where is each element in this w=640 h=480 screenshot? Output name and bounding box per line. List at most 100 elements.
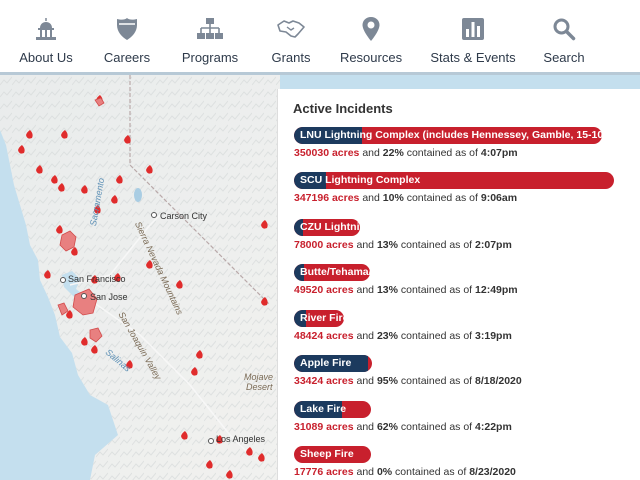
incident-percent: 62% <box>376 421 398 433</box>
lake-tahoe <box>134 188 142 202</box>
nav-careers[interactable]: Careers <box>103 0 151 72</box>
nav-label: About Us <box>19 50 73 65</box>
incident-item[interactable]: Lake Fire 31089 acres and 62% contained a… <box>294 401 512 433</box>
incident-acres: 350030 acres <box>294 147 360 159</box>
incident-name-bar[interactable]: LNU Lightning Complex (includes Hennesse… <box>294 127 602 144</box>
containment-fill <box>294 355 369 372</box>
incident-name: River Fire <box>300 312 344 324</box>
place-san-jose: San Jose <box>90 292 128 302</box>
place-carson-city: Carson City <box>160 211 208 221</box>
and-text: and <box>356 421 375 433</box>
incident-as-of: 9:06am <box>480 192 518 204</box>
contained-text: contained as of <box>400 284 473 296</box>
active-incidents-panel: Active Incidents LNU Lightning Complex (… <box>277 89 640 480</box>
panel-title: Active Incidents <box>293 101 393 116</box>
incident-as-of: 8/23/2020 <box>469 466 516 478</box>
incident-item[interactable]: River Fire 48424 acres and 23% contained … <box>294 310 512 342</box>
main-nav: About Us Careers Programs Grants Resourc… <box>0 0 640 75</box>
capitol-icon <box>32 16 60 42</box>
nav-programs[interactable]: Programs <box>181 0 239 72</box>
nav-grants[interactable]: Grants <box>271 0 311 72</box>
incident-item[interactable]: Sheep Fire 17776 acres and 0% contained a… <box>294 446 516 478</box>
containment-fill <box>294 127 362 144</box>
incident-info: 33424 acres and 95% contained as of 8/18… <box>294 375 522 387</box>
incident-name-bar[interactable]: Butte/Tehama/G <box>294 264 370 281</box>
incident-name-bar[interactable]: River Fire <box>294 310 344 327</box>
place-mojave: Mojave <box>244 372 274 382</box>
containment-fill <box>294 219 303 236</box>
bar-chart-icon <box>459 16 487 42</box>
org-chart-icon <box>196 16 224 42</box>
incident-percent: 22% <box>382 147 404 159</box>
incident-percent: 0% <box>376 466 393 478</box>
incident-name-bar[interactable]: Lake Fire <box>294 401 371 418</box>
nav-resources[interactable]: Resources <box>339 0 403 72</box>
incident-info: 48424 acres and 23% contained as of 3:19… <box>294 330 512 342</box>
incident-as-of: 3:19pm <box>475 330 512 342</box>
state-border <box>129 75 271 306</box>
incident-name-bar[interactable]: Sheep Fire <box>294 446 371 463</box>
incident-acres: 48424 acres <box>294 330 354 342</box>
nav-about-us[interactable]: About Us <box>19 0 73 72</box>
and-text: and <box>362 192 380 204</box>
incident-as-of: 8/18/2020 <box>475 375 522 387</box>
incident-percent: 13% <box>376 239 398 251</box>
containment-fill <box>294 264 304 281</box>
incident-info: 17776 acres and 0% contained as of 8/23/… <box>294 466 516 478</box>
and-text: and <box>356 284 375 296</box>
nav-label: Programs <box>181 50 239 65</box>
incident-name: LNU Lightning Complex (includes Hennesse… <box>300 129 602 141</box>
and-text: and <box>356 239 375 251</box>
place-desert: Desert <box>246 382 273 392</box>
incident-info: 49520 acres and 13% contained as of 12:4… <box>294 284 518 296</box>
contained-text: contained as of <box>406 147 478 159</box>
nav-label: Grants <box>271 50 311 65</box>
incident-name: Lake Fire <box>300 403 347 415</box>
incident-info: 78000 acres and 13% contained as of 2:07… <box>294 239 512 251</box>
place-los-angeles: Los Angeles <box>216 434 266 444</box>
incident-acres: 347196 acres <box>294 192 360 204</box>
incident-name-bar[interactable]: Apple Fire <box>294 355 372 372</box>
incident-as-of: 4:22pm <box>475 421 512 433</box>
contained-text: contained as of <box>400 421 473 433</box>
incident-info: 31089 acres and 62% contained as of 4:22… <box>294 421 512 433</box>
incident-item[interactable]: CZU Lightning 78000 acres and 13% contain… <box>294 219 512 251</box>
incident-item[interactable]: SCU Lightning Complex 347196 acres and 10… <box>294 172 614 204</box>
incident-name-bar[interactable]: SCU Lightning Complex <box>294 172 614 189</box>
incident-acres: 17776 acres <box>294 466 354 478</box>
and-text: and <box>356 375 375 387</box>
containment-fill <box>294 401 342 418</box>
incident-item[interactable]: Apple Fire 33424 acres and 95% contained … <box>294 355 522 387</box>
incident-name: SCU Lightning Complex <box>300 174 421 186</box>
incident-acres: 33424 acres <box>294 375 354 387</box>
incident-percent: 23% <box>376 330 398 342</box>
incident-name: CZU Lightning <box>300 221 360 233</box>
handshake-icon <box>277 16 305 42</box>
nav-label: Stats & Events <box>430 50 516 65</box>
fire-perimeters[interactable] <box>57 97 105 343</box>
incident-name: Butte/Tehama/G <box>300 266 370 278</box>
incident-percent: 95% <box>376 375 398 387</box>
incident-as-of: 12:49pm <box>475 284 518 296</box>
and-text: and <box>356 330 375 342</box>
contained-text: contained as of <box>400 330 473 342</box>
nav-label: Careers <box>103 50 151 65</box>
nav-stats-events[interactable]: Stats & Events <box>430 0 516 72</box>
incident-acres: 78000 acres <box>294 239 354 251</box>
nav-label: Search <box>543 50 585 65</box>
map-pin-icon <box>357 16 385 42</box>
incident-item[interactable]: LNU Lightning Complex (includes Hennesse… <box>294 127 602 159</box>
contained-text: contained as of <box>400 239 473 251</box>
incident-as-of: 4:07pm <box>480 147 518 159</box>
incident-name: Sheep Fire <box>300 448 354 460</box>
incident-as-of: 2:07pm <box>475 239 512 251</box>
incident-item[interactable]: Butte/Tehama/G 49520 acres and 13% contai… <box>294 264 518 296</box>
containment-fill <box>294 172 326 189</box>
incident-name-bar[interactable]: CZU Lightning <box>294 219 360 236</box>
and-text: and <box>362 147 380 159</box>
contained-text: contained as of <box>406 192 478 204</box>
nav-search[interactable]: Search <box>543 0 585 72</box>
nav-label: Resources <box>339 50 403 65</box>
containment-fill <box>294 310 306 327</box>
shield-icon <box>113 16 141 42</box>
